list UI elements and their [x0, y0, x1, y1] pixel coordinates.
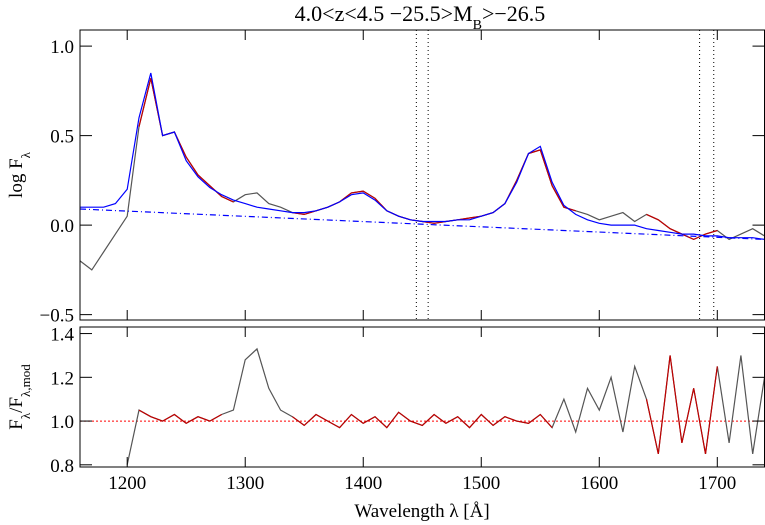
y-axis-label-sub: λ [18, 412, 33, 419]
y-tick-label: 1.0 [50, 37, 74, 58]
series-line [80, 208, 765, 240]
x-tick-label: 1600 [580, 473, 618, 494]
y-axis-label-sub: λ [18, 151, 33, 158]
y-tick-label: 0.0 [50, 216, 74, 237]
y-tick-label: 1.0 [50, 412, 74, 433]
y-tick-label: 1.4 [50, 325, 74, 346]
x-tick-label: 1500 [462, 473, 500, 494]
frame [79, 326, 765, 468]
plot-area [80, 30, 765, 320]
chart-title-sub: B [473, 18, 482, 33]
y-axis-label-sub: λ,mod [18, 364, 33, 397]
y-tick-label: 1.2 [50, 368, 74, 389]
y-axis-label: log Fλ [6, 151, 33, 198]
chart-title-part: 4.0<z<4.5 −25.5>M [295, 1, 473, 26]
y-axis-label-part: /F [6, 397, 27, 413]
y-tick-label: −0.5 [40, 306, 74, 327]
series-line [138, 355, 718, 455]
x-tick-label: 1700 [698, 473, 736, 494]
chart-title: 4.0<z<4.5 −25.5>MB>−26.5 [295, 1, 546, 33]
series-line [80, 78, 765, 271]
chart-title-part: >−26.5 [482, 1, 545, 26]
y-axis-label-part: log F [6, 158, 27, 198]
x-tick-label: 1200 [108, 473, 146, 494]
x-axis-label: Wavelength λ [Å] [354, 501, 489, 522]
plot-area [80, 347, 765, 465]
x-tick-label: 1400 [344, 473, 382, 494]
series-line [80, 72, 765, 240]
y-tick-label: 0.5 [50, 127, 74, 148]
frame [79, 29, 765, 321]
y-axis-label: Fλ/Fλ,mod [6, 364, 33, 430]
y-axis-label-part: F [6, 419, 27, 430]
x-tick-label: 1300 [226, 473, 264, 494]
y-tick-label: 0.8 [50, 456, 74, 477]
